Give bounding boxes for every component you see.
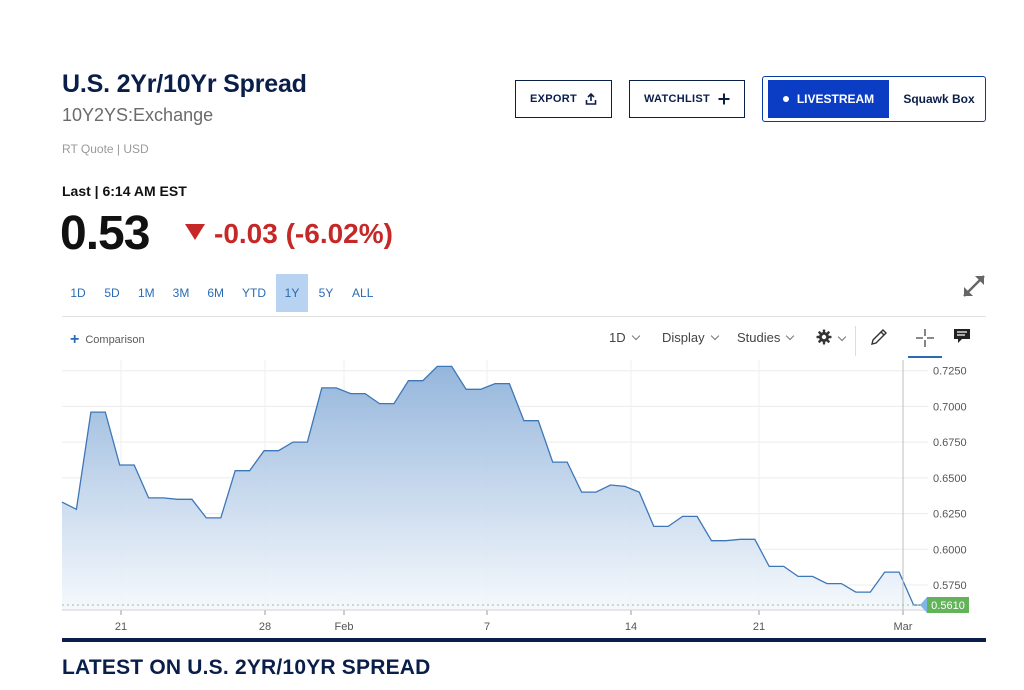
down-arrow-icon [185, 224, 205, 240]
y-tick-label: 0.6500 [933, 473, 967, 485]
comparison-label: Comparison [85, 334, 145, 346]
quote-meta: RT Quote | USD [62, 142, 149, 156]
x-tick-label: Mar [894, 621, 913, 633]
plus-icon [718, 93, 730, 105]
last-updated-label: Last | 6:14 AM EST [62, 183, 187, 199]
price-chart[interactable]: 0.7250 0.7000 0.6750 0.6500 0.6250 0.6000 0.57… [0, 0, 1024, 640]
pencil-icon[interactable] [869, 327, 889, 352]
range-tab-6m[interactable]: 6M [207, 286, 225, 300]
studies-dropdown[interactable]: Studies [737, 330, 795, 345]
live-box [762, 76, 986, 122]
y-tick-label: 0.6250 [933, 509, 967, 521]
chart-area-fill [62, 366, 928, 610]
comment-icon[interactable] [953, 328, 971, 349]
interval-dropdown[interactable]: 1D [609, 330, 640, 345]
page-title: U.S. 2Yr/10Yr Spread [62, 70, 307, 98]
y-tick-label: 0.5750 [933, 580, 967, 592]
symbol-label: 10Y2YS:Exchange [62, 105, 214, 125]
expand-icon[interactable] [960, 272, 988, 300]
display-label: Display [662, 330, 705, 345]
price-change: -0.03 (-6.02%) [214, 218, 393, 249]
add-comparison-icon: + [70, 331, 80, 348]
studies-label: Studies [737, 330, 781, 345]
x-tick-label: 14 [625, 621, 637, 633]
range-tab-3m[interactable]: 3M [172, 286, 190, 300]
export-button[interactable]: EXPORT [515, 80, 612, 118]
y-tick-label: 0.6000 [933, 544, 967, 556]
current-value-pointer [920, 597, 927, 613]
share-upload-icon [585, 93, 597, 105]
range-tab-ytd[interactable]: YTD [242, 286, 267, 300]
squawk-box-link[interactable]: Squawk Box [903, 92, 975, 106]
live-dot-icon [782, 96, 789, 102]
range-tab-1y[interactable]: 1Y [276, 274, 309, 312]
comparison-button[interactable]: + Comparison [70, 331, 145, 348]
x-tick-label: 28 [259, 621, 271, 633]
chart-line [61, 365, 928, 606]
x-tick-label: 7 [484, 621, 490, 633]
x-tick-label: 21 [115, 621, 127, 633]
watchlist-button[interactable]: WATCHLIST [629, 80, 745, 118]
current-value-label: 0.5610 [931, 600, 965, 612]
section-divider [62, 638, 986, 642]
x-tick-label: Feb [335, 621, 354, 633]
gear-icon [816, 329, 832, 348]
y-tick-label: 0.6750 [933, 437, 967, 449]
range-tab-1m[interactable]: 1M [138, 286, 155, 300]
latest-news-heading: LATEST ON U.S. 2YR/10YR SPREAD [62, 656, 431, 679]
toolbar-separator [855, 326, 856, 356]
y-tick-label: 0.7000 [933, 401, 967, 413]
crosshair-icon [908, 329, 942, 356]
watchlist-label: WATCHLIST [643, 93, 711, 105]
range-tab-all[interactable]: ALL [352, 286, 374, 300]
toolbar-divider [62, 316, 986, 317]
range-tabs: 1D 5D 1M 3M 6M YTD 1Y 5Y ALL [62, 274, 383, 312]
range-tab-5y[interactable]: 5Y [318, 286, 334, 300]
range-tab-1d[interactable]: 1D [70, 286, 86, 300]
livestream-label: LIVESTREAM [796, 92, 875, 106]
crosshair-tool[interactable] [908, 326, 942, 358]
current-value-tag [927, 597, 969, 613]
y-tick-label: 0.7250 [933, 366, 967, 378]
interval-label: 1D [609, 330, 626, 345]
range-tab-5d[interactable]: 5D [104, 286, 120, 300]
display-dropdown[interactable]: Display [662, 330, 719, 345]
export-label: EXPORT [529, 93, 578, 105]
x-tick-label: 21 [753, 621, 765, 633]
settings-dropdown[interactable] [816, 329, 847, 348]
livestream-button[interactable]: LIVESTREAM [768, 80, 889, 118]
last-price: 0.53 [60, 207, 150, 260]
